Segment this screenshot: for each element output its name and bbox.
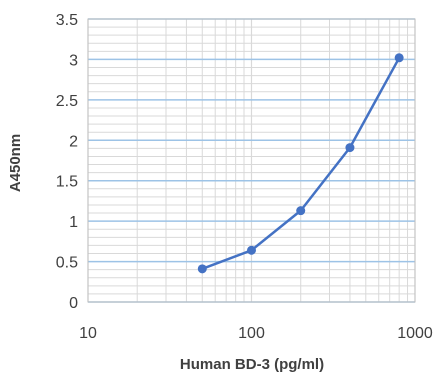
y-tick-label: 3 <box>69 52 78 69</box>
y-tick-label: 1.5 <box>56 174 78 191</box>
y-tick-label: 3.5 <box>56 12 78 29</box>
y-tick-labels: 0 0.5 1 1.5 2 2.5 3 3.5 <box>56 12 78 312</box>
data-point <box>345 143 355 153</box>
y-tick-label: 0 <box>69 295 78 312</box>
y-tick-label: 2 <box>69 133 78 150</box>
data-point <box>394 53 404 63</box>
data-point <box>296 206 306 216</box>
plot-area-border <box>87 18 416 303</box>
plot-frame <box>87 18 416 303</box>
y-tick-label: 2.5 <box>56 93 78 110</box>
x-tick-label: 1000 <box>397 325 433 342</box>
series-layer <box>197 53 404 274</box>
data-point <box>197 264 207 274</box>
y-tick-label: 0.5 <box>56 255 78 272</box>
x-tick-label: 100 <box>238 325 265 342</box>
data-point <box>247 245 256 255</box>
y-tick-label: 1 <box>69 214 78 231</box>
y-axis-title: A450nm <box>7 134 24 192</box>
x-tick-labels: 10 100 1000 <box>79 325 433 342</box>
x-axis-title: Human BD-3 (pg/ml) <box>180 356 324 373</box>
x-tick-label: 10 <box>79 325 97 342</box>
